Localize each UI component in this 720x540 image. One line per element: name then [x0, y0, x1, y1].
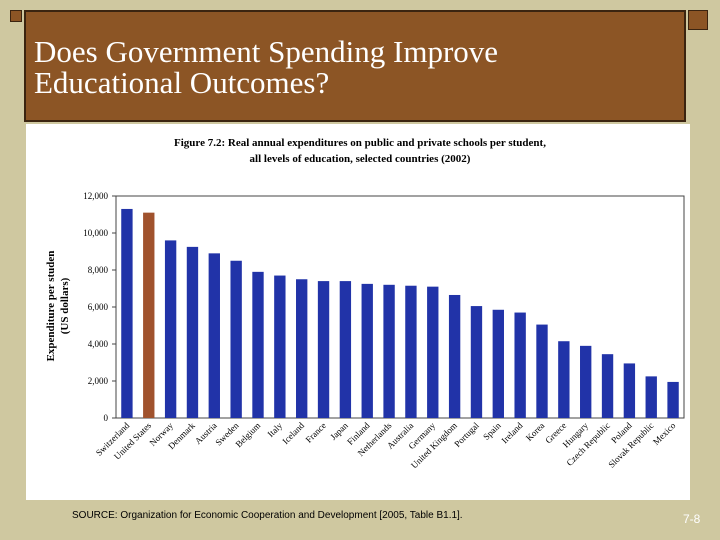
bar-hungary: [580, 345, 592, 418]
bar-netherlands: [383, 284, 395, 418]
y-axis-label-line-1: Expenditure per studen: [45, 251, 57, 362]
bar-united-kingdom: [448, 294, 461, 418]
slide-title-line-1: Does Government Spending Improve: [34, 34, 499, 69]
bar-korea: [536, 324, 548, 418]
y-tick-label: 8,000: [88, 265, 109, 275]
bar-finland: [361, 283, 373, 418]
bar-slovak-republic: [645, 376, 657, 418]
bar-norway: [164, 240, 177, 418]
bar-france: [317, 281, 330, 418]
slide-title: Does Government Spending Improve Educati…: [34, 36, 674, 98]
bar-iceland: [296, 279, 308, 418]
y-axis: 0 2,000 4,000 6,000 8,000 10,000 12,000: [83, 191, 116, 423]
bar-chart: Figure 7.2: Real annual expenditures on …: [45, 137, 685, 470]
bar-mexico: [667, 381, 679, 418]
y-tick-label: 4,000: [88, 339, 109, 349]
bar-poland: [623, 363, 636, 418]
bar-switzerland: [121, 208, 133, 418]
x-tick-label: Mexico: [651, 420, 678, 447]
x-tick-label: Portugal: [452, 420, 481, 449]
y-tick-label: 2,000: [88, 376, 109, 386]
chart-title-line-1: Figure 7.2: Real annual expenditures on …: [174, 137, 546, 149]
bar-portugal: [470, 306, 483, 418]
page-number: 7-8: [683, 512, 701, 526]
bar-italy: [274, 275, 286, 418]
bar-greece: [558, 341, 570, 418]
y-tick-label: 6,000: [88, 302, 109, 312]
bar-austria: [208, 253, 220, 418]
slide-title-line-2: Educational Outcomes?: [34, 65, 330, 100]
y-tick-label: 12,000: [83, 191, 108, 201]
y-axis-label-line-2: (US dollars): [59, 277, 71, 334]
bar-united-states: [143, 212, 155, 418]
bar-japan: [339, 281, 352, 418]
bar-series: [121, 208, 679, 418]
bar-ireland: [514, 312, 526, 418]
bar-australia: [405, 285, 417, 418]
x-tick-label: Italy: [266, 420, 285, 439]
bar-denmark: [186, 246, 199, 418]
chart-title-line-2: all levels of education, selected countr…: [250, 153, 471, 165]
bar-germany: [427, 286, 439, 418]
decorative-square-left: [10, 10, 22, 22]
bar-belgium: [252, 271, 264, 418]
y-tick-label: 0: [104, 413, 109, 423]
bar-czech-republic: [601, 354, 614, 418]
decorative-square-right: [688, 10, 708, 30]
x-tick-label: France: [304, 420, 328, 444]
bar-sweden: [230, 260, 242, 418]
plot-area: [115, 195, 685, 419]
y-axis-title: Expenditure per studen (US dollars): [45, 251, 71, 362]
x-tick-label: Iceland: [280, 420, 306, 446]
bar-spain: [492, 309, 504, 418]
y-tick-label: 10,000: [83, 228, 108, 238]
title-banner: Does Government Spending Improve Educati…: [24, 10, 686, 122]
x-tick-label: Ireland: [499, 420, 524, 445]
chart-panel: Figure 7.2: Real annual expenditures on …: [26, 124, 690, 500]
source-note: SOURCE: Organization for Economic Cooper…: [72, 510, 463, 521]
